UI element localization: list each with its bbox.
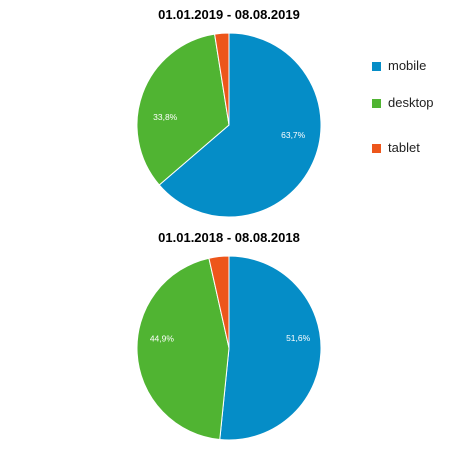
pie-slice-mobile[interactable]	[220, 256, 321, 440]
legend-swatch-tablet	[372, 144, 381, 153]
legend-swatch-mobile	[372, 62, 381, 71]
legend-label-mobile: mobile	[388, 58, 426, 73]
legend-label-tablet: tablet	[388, 140, 420, 155]
legend-swatch-desktop	[372, 99, 381, 108]
slice-label-desktop: 44,9%	[150, 333, 175, 343]
legend-label-desktop: desktop	[388, 95, 434, 110]
slice-label-mobile: 51,6%	[286, 333, 311, 343]
